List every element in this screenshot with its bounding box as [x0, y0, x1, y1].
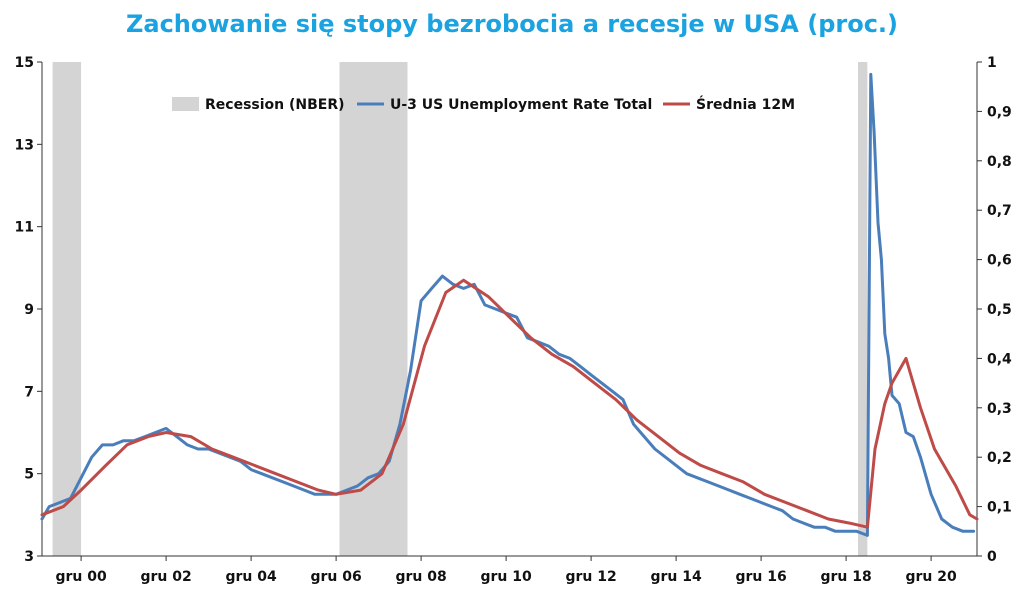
y-left-tick-label: 7: [24, 384, 34, 400]
y-right-tick-label: 1: [987, 55, 997, 71]
y-right-tick-label: 0,4: [987, 351, 1012, 367]
recession-band-1: [339, 62, 408, 556]
x-tick-label: gru 02: [140, 569, 191, 585]
series-lines: [40, 72, 979, 537]
recession-bands: [52, 62, 868, 556]
legend: Recession (NBER) U-3 US Unemployment Rate…: [172, 95, 795, 113]
y-right-tick-label: 0,5: [987, 302, 1012, 318]
y-left-tick-label: 13: [15, 137, 34, 153]
x-tick-label: gru 04: [225, 569, 277, 585]
legend-label: Średnia 12M: [696, 95, 795, 113]
y-left-tick-label: 9: [24, 302, 34, 318]
y-left-tick-label: 3: [24, 549, 34, 565]
x-tick-label: gru 10: [480, 569, 532, 585]
unemployment-rate-line: [40, 72, 976, 537]
x-tick-label: gru 12: [565, 569, 616, 585]
x-tick-label: gru 18: [820, 569, 871, 585]
x-tick-label: gru 08: [395, 569, 446, 585]
legend-label: Recession (NBER): [205, 97, 345, 113]
x-tick-label: gru 06: [310, 569, 361, 585]
x-tick-label: gru 16: [735, 569, 786, 585]
y-left-tick-label: 11: [15, 220, 34, 236]
y-right-tick-label: 0,6: [987, 253, 1012, 269]
legend-swatch-recession: [172, 97, 199, 111]
moving-average-12m-line: [40, 278, 979, 529]
y-right-tick-label: 0,7: [987, 203, 1012, 219]
y-left-tick-label: 5: [24, 467, 34, 483]
y-right-tick-label: 0,9: [987, 104, 1012, 120]
x-tick-label: gru 00: [55, 569, 107, 585]
y-right-tick-label: 0: [987, 549, 997, 565]
y-right-tick-label: 0,3: [987, 401, 1012, 417]
legend-label: U-3 US Unemployment Rate Total: [390, 97, 652, 113]
x-tick-label: gru 14: [650, 569, 702, 585]
recession-band-2: [858, 62, 868, 556]
y-right-tick-label: 0,2: [987, 450, 1012, 466]
x-tick-label: gru 20: [905, 569, 957, 585]
y-right-tick-label: 0,1: [987, 500, 1012, 516]
y-left-tick-label: 15: [15, 55, 34, 71]
axes: 3 5 7 9 11 13 15 0 0,1 0,2 0,3 0,4 0,5 0,6 0,7 0,8 0,9 1 g…: [15, 55, 1013, 585]
chart-title: Zachowanie się stopy bezrobocia a recesj…: [125, 10, 899, 38]
recession-band-0: [52, 62, 82, 556]
y-right-tick-label: 0,8: [987, 154, 1012, 170]
